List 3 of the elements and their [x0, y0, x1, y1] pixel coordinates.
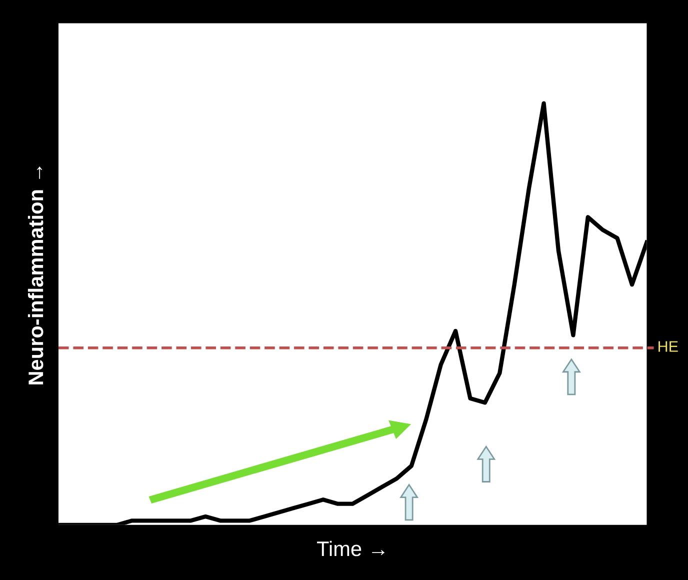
ref-line-label: HE [658, 341, 678, 352]
x-axis-title: Time → [317, 540, 384, 556]
y-axis-title: Neuro-inflammation → [28, 166, 44, 384]
